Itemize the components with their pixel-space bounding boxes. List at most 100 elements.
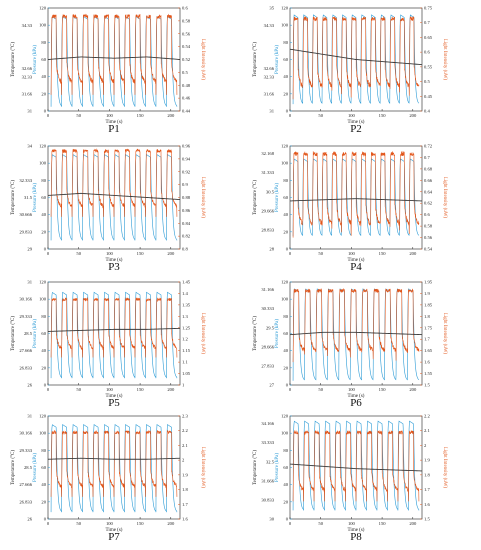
- light-tick-label: 0.94: [182, 156, 191, 161]
- chart-panel-p3: 0 50 100 150 200 Time (s) 34 32.333 31.5 30.666 29…: [0, 142, 205, 276]
- temperature-tick-label: 30.166: [19, 431, 32, 436]
- pressure-tick-label: 120: [281, 414, 289, 419]
- pressure-axis-label: Pressure (kPa): [275, 183, 280, 212]
- pressure-tick-label: 100: [39, 431, 47, 436]
- pressure-tick-label: 100: [281, 23, 289, 28]
- temperature-tick-label: 32.168: [261, 151, 274, 156]
- x-tick-label: 200: [409, 521, 417, 526]
- series-light-line: [292, 15, 420, 100]
- temperature-tick-label: 27: [269, 383, 274, 388]
- panel-caption: P2: [350, 123, 362, 135]
- series-temperature-line: [289, 48, 423, 66]
- temperature-tick-label: 29.333: [19, 314, 32, 319]
- pressure-tick-label: 40: [283, 482, 288, 487]
- pressure-axis-label: Pressure (kPa): [275, 45, 280, 74]
- pressure-tick-label: 120: [39, 6, 47, 11]
- pressure-tick-label: 80: [41, 178, 46, 183]
- x-tick-label: 200: [167, 251, 175, 256]
- x-axis-label: Time (s): [106, 120, 123, 125]
- x-tick-label: 0: [289, 113, 292, 118]
- pressure-tick-label: 40: [283, 212, 288, 217]
- light-tick-label: 2: [182, 458, 185, 463]
- temperature-tick-label: 26.833: [19, 499, 32, 504]
- pressure-tick-label: 40: [41, 348, 46, 353]
- light-axis-label: Light Intensity (uW): [200, 177, 205, 219]
- series-light-line: [292, 287, 420, 363]
- series-temperature-line: [289, 331, 423, 336]
- series-light-line: [50, 296, 178, 358]
- pressure-tick-label: 20: [283, 229, 288, 234]
- x-tick-label: 150: [379, 387, 387, 392]
- temperature-tick-label: 30: [269, 517, 274, 522]
- light-tick-label: 0.64: [424, 189, 433, 194]
- series-temperature-line: [47, 457, 181, 460]
- x-axis-label: Time (s): [106, 258, 123, 263]
- temperature-tick-label: 32.5: [266, 459, 275, 464]
- light-tick-label: 1.95: [424, 280, 433, 285]
- temperature-tick-label: 31: [27, 414, 32, 419]
- temperature-tick-label: 31.66: [22, 92, 33, 97]
- series-light-line: [292, 150, 420, 238]
- series-pressure-line: [292, 420, 420, 511]
- pressure-tick-label: 20: [41, 91, 46, 96]
- panel-caption: P5: [108, 397, 120, 409]
- light-tick-label: 0.92: [182, 169, 191, 174]
- pressure-tick-label: 60: [41, 331, 46, 336]
- x-tick-label: 50: [318, 113, 323, 118]
- temperature-axis-label: Temperature (°C): [253, 42, 258, 77]
- light-tick-label: 0.54: [424, 247, 433, 252]
- x-tick-label: 100: [348, 387, 356, 392]
- light-tick-label: 2.3: [182, 414, 188, 419]
- x-axis-label: Time (s): [348, 528, 365, 533]
- temperature-tick-label: 34.33: [22, 23, 33, 28]
- pressure-tick-label: 0: [286, 247, 289, 252]
- pressure-tick-label: 0: [286, 517, 289, 522]
- light-tick-label: 0.86: [182, 208, 191, 213]
- x-tick-label: 50: [318, 251, 323, 256]
- chart-panel-p4: 0 50 100 150 200 Time (s) 32.168 31.333 30.5 29.6…: [242, 142, 447, 276]
- x-axis-label: Time (s): [348, 394, 365, 399]
- x-tick-label: 50: [318, 387, 323, 392]
- pressure-tick-label: 0: [286, 109, 289, 114]
- temperature-tick-label: 31: [269, 109, 274, 114]
- light-tick-label: 1.7: [424, 337, 430, 342]
- light-tick-label: 1.3: [182, 314, 188, 319]
- x-tick-label: 100: [106, 113, 114, 118]
- pressure-axis-label: Pressure (kPa): [275, 453, 280, 482]
- temperature-tick-label: 26: [27, 383, 32, 388]
- light-axis-label: Light Intensity (uW): [200, 39, 205, 81]
- temperature-tick-label: 34: [27, 144, 32, 149]
- x-tick-label: 100: [348, 251, 356, 256]
- panel-caption: P8: [350, 531, 362, 543]
- x-axis-label: Time (s): [106, 394, 123, 399]
- x-axis-label: Time (s): [106, 528, 123, 533]
- light-tick-label: 1.05: [182, 371, 191, 376]
- light-tick-label: 1.5: [424, 517, 430, 522]
- light-tick-label: 1.8: [182, 487, 188, 492]
- light-tick-label: 1.55: [424, 371, 433, 376]
- temperature-axis-label: Temperature (°C): [253, 316, 258, 351]
- pressure-tick-label: 20: [41, 365, 46, 370]
- panel-caption: P1: [108, 123, 120, 135]
- temperature-tick-label: 28.666: [261, 344, 274, 349]
- series-pressure-line: [50, 424, 178, 513]
- light-tick-label: 2.2: [182, 428, 188, 433]
- temperature-tick-label: 28.833: [261, 227, 274, 232]
- x-tick-label: 0: [289, 521, 292, 526]
- temperature-tick-label: 31.5: [24, 195, 33, 200]
- x-tick-label: 0: [47, 113, 50, 118]
- light-tick-label: 1.45: [182, 280, 191, 285]
- pressure-tick-label: 80: [41, 40, 46, 45]
- light-tick-label: 0.4: [424, 109, 430, 114]
- series-pressure-line: [50, 16, 178, 107]
- x-tick-label: 200: [409, 251, 417, 256]
- x-tick-label: 50: [76, 113, 81, 118]
- light-tick-label: 0.7: [424, 155, 430, 160]
- panel-caption: P7: [108, 531, 120, 543]
- pressure-tick-label: 120: [281, 280, 289, 285]
- light-axis-label: Light Intensity (uW): [200, 313, 205, 355]
- x-tick-label: 150: [379, 113, 387, 118]
- light-tick-label: 1.9: [424, 291, 430, 296]
- x-axis-label: Time (s): [348, 258, 365, 263]
- x-tick-label: 150: [137, 521, 145, 526]
